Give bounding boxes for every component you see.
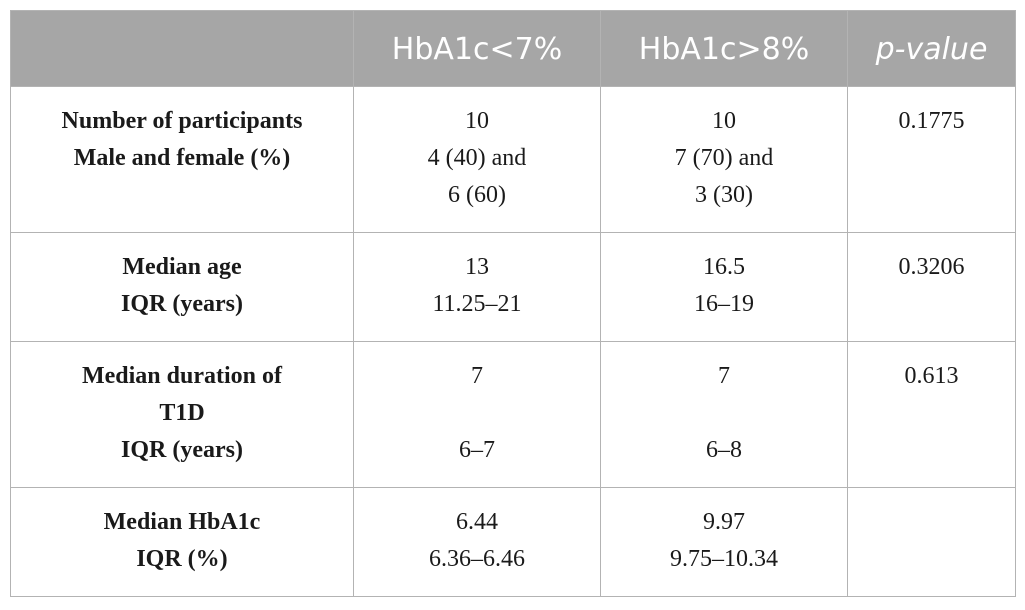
cell-hba1c-high: 9.97 9.75–10.34 bbox=[600, 487, 848, 597]
cell-line: 10 bbox=[712, 108, 736, 134]
cell-line: 7 bbox=[718, 363, 730, 389]
row-label-line: Median age bbox=[122, 254, 242, 280]
row-label-line: IQR (years) bbox=[121, 437, 243, 463]
cell-line: 16–19 bbox=[694, 291, 754, 317]
cell-line: 10 bbox=[465, 108, 489, 134]
cell-line: 6–8 bbox=[706, 437, 742, 463]
cell-p-value: 0.3206 bbox=[847, 232, 1016, 342]
row-label: Median HbA1c IQR (%) bbox=[10, 487, 354, 597]
row-label-line: Median HbA1c bbox=[103, 509, 261, 535]
row-label-line: Median duration of bbox=[81, 363, 282, 389]
table-row: Median duration of T1D IQR (years) 7 6–7… bbox=[10, 341, 1016, 488]
cell-spacer bbox=[354, 395, 600, 432]
cell-line: 7 bbox=[471, 363, 483, 389]
row-label-line: Male and female (%) bbox=[73, 145, 291, 171]
results-table: HbA1c<7% HbA1c>8% p-value Number of part… bbox=[10, 10, 1016, 597]
cell-line: 3 (30) bbox=[695, 182, 753, 208]
cell-line: 6 (60) bbox=[448, 182, 506, 208]
cell-line: 6.36–6.46 bbox=[429, 546, 525, 572]
cell-line: 13 bbox=[465, 254, 489, 280]
cell-p-value: 0.1775 bbox=[847, 86, 1016, 233]
cell-line: 7 (70) and bbox=[674, 145, 774, 171]
cell-hba1c-low: 6.44 6.36–6.46 bbox=[353, 487, 601, 597]
row-label: Median age IQR (years) bbox=[10, 232, 354, 342]
table-row: Median age IQR (years) 13 11.25–21 16.5 … bbox=[10, 232, 1016, 342]
header-hba1c-high: HbA1c>8% bbox=[600, 10, 848, 87]
row-label-line: IQR (%) bbox=[136, 546, 228, 572]
header-hba1c-low: HbA1c<7% bbox=[353, 10, 601, 87]
cell-hba1c-low: 13 11.25–21 bbox=[353, 232, 601, 342]
cell-line: 0.1775 bbox=[898, 108, 965, 134]
cell-p-value: 0.613 bbox=[847, 341, 1016, 488]
cell-line: 11.25–21 bbox=[432, 291, 522, 317]
table-row: Median HbA1c IQR (%) 6.44 6.36–6.46 9.97… bbox=[10, 487, 1016, 597]
cell-line: 6–7 bbox=[459, 437, 495, 463]
cell-hba1c-high: 7 6–8 bbox=[600, 341, 848, 488]
row-label-line: IQR (years) bbox=[121, 291, 243, 317]
cell-line: 9.75–10.34 bbox=[670, 546, 778, 572]
cell-line: 4 (40) and bbox=[427, 145, 527, 171]
row-label-line: T1D bbox=[159, 400, 205, 426]
header-p-value: p-value bbox=[847, 10, 1016, 87]
cell-hba1c-low: 7 6–7 bbox=[353, 341, 601, 488]
cell-hba1c-high: 10 7 (70) and 3 (30) bbox=[600, 86, 848, 233]
row-label: Median duration of T1D IQR (years) bbox=[10, 341, 354, 488]
cell-line: 0.613 bbox=[904, 363, 959, 389]
row-label-line: Number of participants bbox=[61, 108, 303, 134]
cell-hba1c-high: 16.5 16–19 bbox=[600, 232, 848, 342]
cell-p-value bbox=[847, 487, 1016, 597]
cell-line: 0.3206 bbox=[898, 254, 965, 280]
cell-line: 16.5 bbox=[703, 254, 745, 280]
header-empty bbox=[10, 10, 354, 87]
header-row: HbA1c<7% HbA1c>8% p-value bbox=[10, 10, 1016, 87]
cell-line: 9.97 bbox=[703, 509, 745, 535]
table-row: Number of participants Male and female (… bbox=[10, 86, 1016, 233]
cell-hba1c-low: 10 4 (40) and 6 (60) bbox=[353, 86, 601, 233]
row-label: Number of participants Male and female (… bbox=[10, 86, 354, 233]
cell-spacer bbox=[601, 395, 847, 432]
cell-line: 6.44 bbox=[456, 509, 498, 535]
